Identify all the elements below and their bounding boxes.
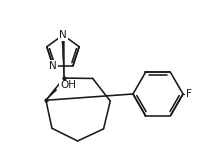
Text: OH: OH — [60, 80, 76, 90]
Text: F: F — [186, 89, 192, 99]
Text: N: N — [49, 61, 57, 71]
Polygon shape — [46, 88, 57, 100]
Polygon shape — [62, 35, 64, 78]
Text: N: N — [59, 30, 67, 40]
